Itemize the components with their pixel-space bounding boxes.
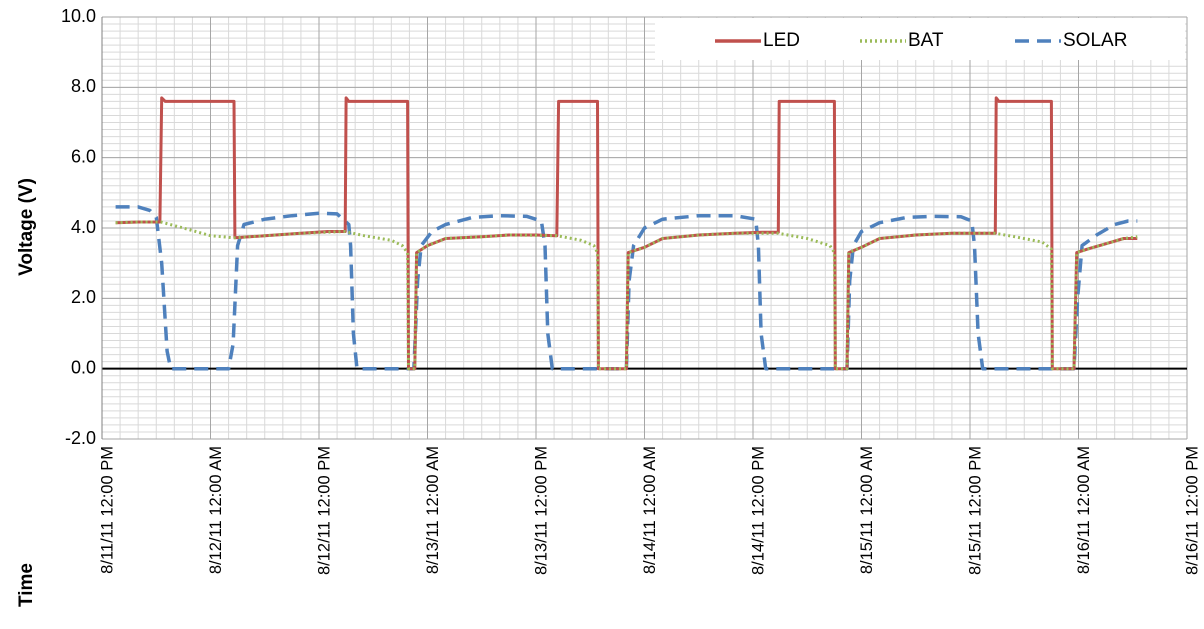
- y-tick-label: 4.0: [71, 217, 96, 237]
- y-tick-label: 8.0: [71, 76, 96, 96]
- legend-background: [655, 18, 1185, 60]
- x-tick-label: 8/15/11 12:00 PM: [966, 446, 984, 575]
- legend-label-bat: BAT: [908, 30, 944, 51]
- x-tick-label: 8/16/11 12:00 AM: [1075, 446, 1093, 574]
- x-tick-label: 8/13/11 12:00 PM: [532, 446, 550, 575]
- series-line-led: [115, 96, 1138, 371]
- legend-label-solar: SOLAR: [1063, 30, 1127, 51]
- x-tick-label: 8/15/11 12:00 AM: [858, 446, 876, 574]
- x-axis-title: Time: [16, 563, 37, 607]
- y-tick-label: 10.0: [61, 6, 96, 26]
- x-tick-label: 8/12/11 12:00 AM: [207, 446, 225, 574]
- x-tick-label: 8/12/11 12:00 PM: [315, 446, 333, 575]
- x-tick-label: 8/16/11 12:00 PM: [1183, 446, 1201, 575]
- x-tick-label: 8/13/11 12:00 AM: [424, 446, 442, 574]
- x-tick-label: 8/11/11 12:00 PM: [98, 446, 116, 574]
- y-tick-label: 6.0: [71, 146, 96, 166]
- x-tick-label: 8/14/11 12:00 PM: [749, 446, 767, 575]
- y-axis-title: Voltage (V): [16, 178, 37, 276]
- x-axis-tick-labels: 8/11/11 12:00 PM 8/12/11 12:00 AM 8/12/11 …: [98, 446, 1201, 575]
- series-layer: [115, 96, 1138, 371]
- legend-label-led: LED: [763, 30, 800, 51]
- x-tick-label: 8/14/11 12:00 AM: [641, 446, 659, 574]
- series-line-solar: [115, 205, 1138, 371]
- legend: LED BAT SOLAR: [655, 18, 1185, 60]
- y-tick-label: 0.0: [71, 357, 96, 377]
- y-tick-label: -2.0: [65, 428, 96, 448]
- series-line-bat: [115, 220, 1138, 371]
- y-tick-label: 2.0: [71, 287, 96, 307]
- y-axis-tick-labels: 10.0 8.0 6.0 4.0 2.0 0.0 -2.0: [61, 6, 96, 448]
